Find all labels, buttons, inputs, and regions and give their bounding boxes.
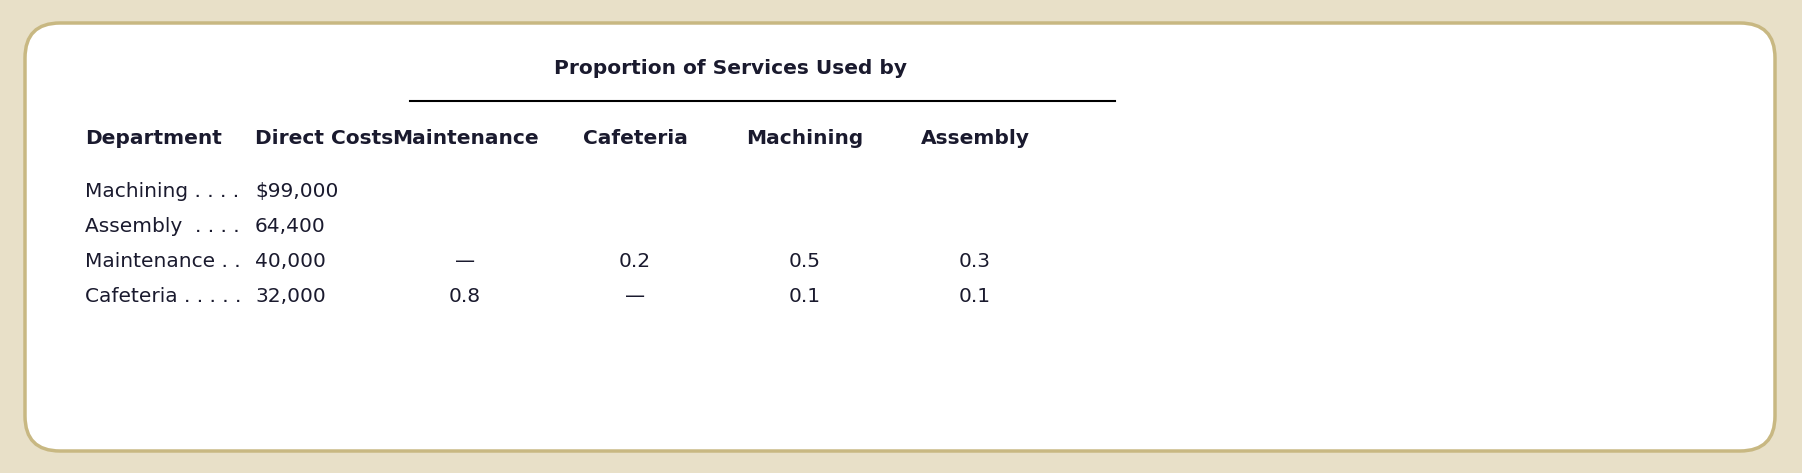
Text: 64,400: 64,400 [256, 217, 326, 236]
Text: —: — [454, 252, 476, 271]
Text: Assembly: Assembly [921, 129, 1029, 148]
Text: $99,000: $99,000 [256, 182, 339, 201]
FancyBboxPatch shape [25, 23, 1775, 451]
Text: Maintenance . .: Maintenance . . [85, 252, 241, 271]
Text: —: — [625, 287, 645, 306]
Text: Assembly  . . . .: Assembly . . . . [85, 217, 240, 236]
Text: Maintenance: Maintenance [391, 129, 539, 148]
Text: 40,000: 40,000 [256, 252, 326, 271]
Text: 0.5: 0.5 [789, 252, 822, 271]
Text: 0.3: 0.3 [959, 252, 991, 271]
Text: Proportion of Services Used by: Proportion of Services Used by [553, 59, 906, 78]
Text: 0.1: 0.1 [789, 287, 822, 306]
Text: 32,000: 32,000 [256, 287, 326, 306]
Text: Department: Department [85, 129, 222, 148]
Text: 0.1: 0.1 [959, 287, 991, 306]
Text: Machining: Machining [746, 129, 863, 148]
Text: Machining . . . .: Machining . . . . [85, 182, 240, 201]
Text: 0.2: 0.2 [618, 252, 651, 271]
Text: Direct Costs: Direct Costs [256, 129, 393, 148]
Text: Cafeteria: Cafeteria [582, 129, 687, 148]
Text: 0.8: 0.8 [449, 287, 481, 306]
Text: Cafeteria . . . . .: Cafeteria . . . . . [85, 287, 241, 306]
